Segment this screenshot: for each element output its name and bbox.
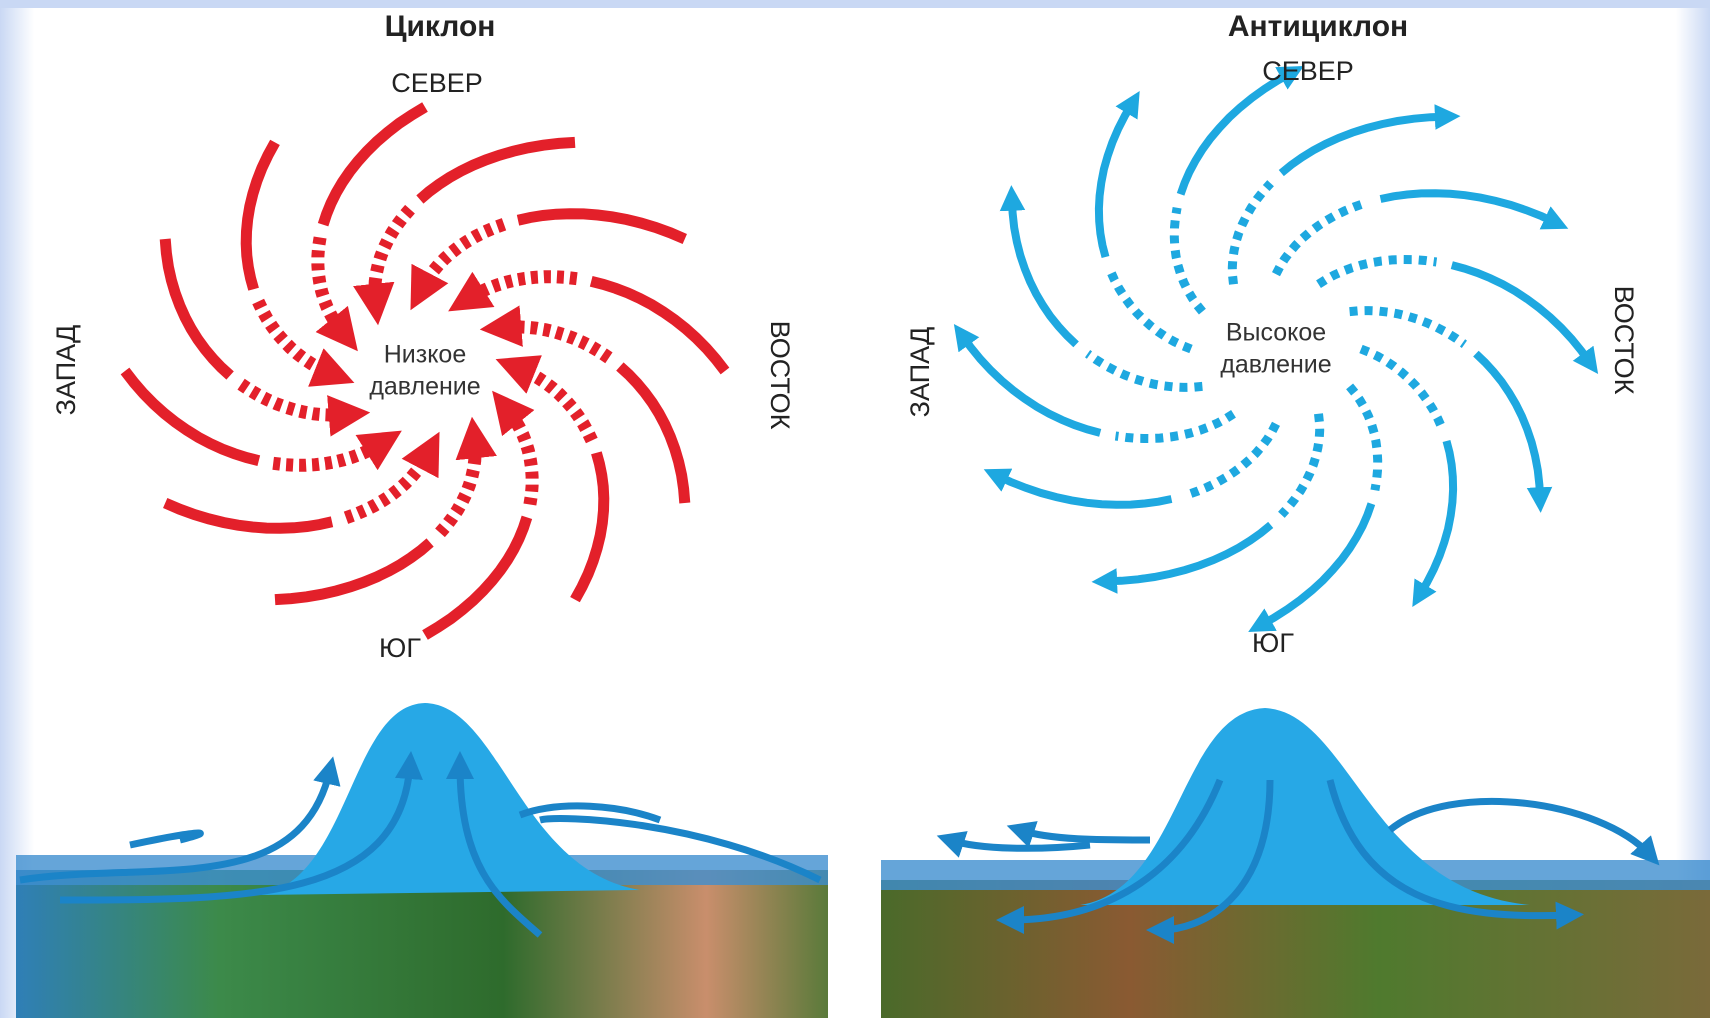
west-label: ЗАПАД — [51, 325, 81, 416]
center-label: Низкое — [384, 341, 467, 369]
frame-top — [0, 0, 1710, 8]
north-label: СЕВЕР — [391, 68, 483, 98]
center-label: Высокое — [1226, 319, 1326, 347]
south-label: ЮГ — [379, 633, 421, 663]
panel-title: Циклон — [385, 10, 496, 43]
north-label: СЕВЕР — [1262, 56, 1354, 86]
diagram: Циклон СЕВЕР ЮГ ЗАПАД ВОСТОК Низкое давл… — [0, 0, 1710, 1018]
panel-title: Антициклон — [1228, 10, 1408, 43]
south-label: ЮГ — [1252, 628, 1294, 658]
east-label: ВОСТОК — [1609, 286, 1639, 395]
west-label: ЗАПАД — [905, 327, 935, 418]
divider — [828, 690, 881, 1018]
center-label: давление — [1220, 351, 1331, 379]
east-label: ВОСТОК — [765, 321, 795, 430]
center-label: давление — [369, 373, 480, 401]
